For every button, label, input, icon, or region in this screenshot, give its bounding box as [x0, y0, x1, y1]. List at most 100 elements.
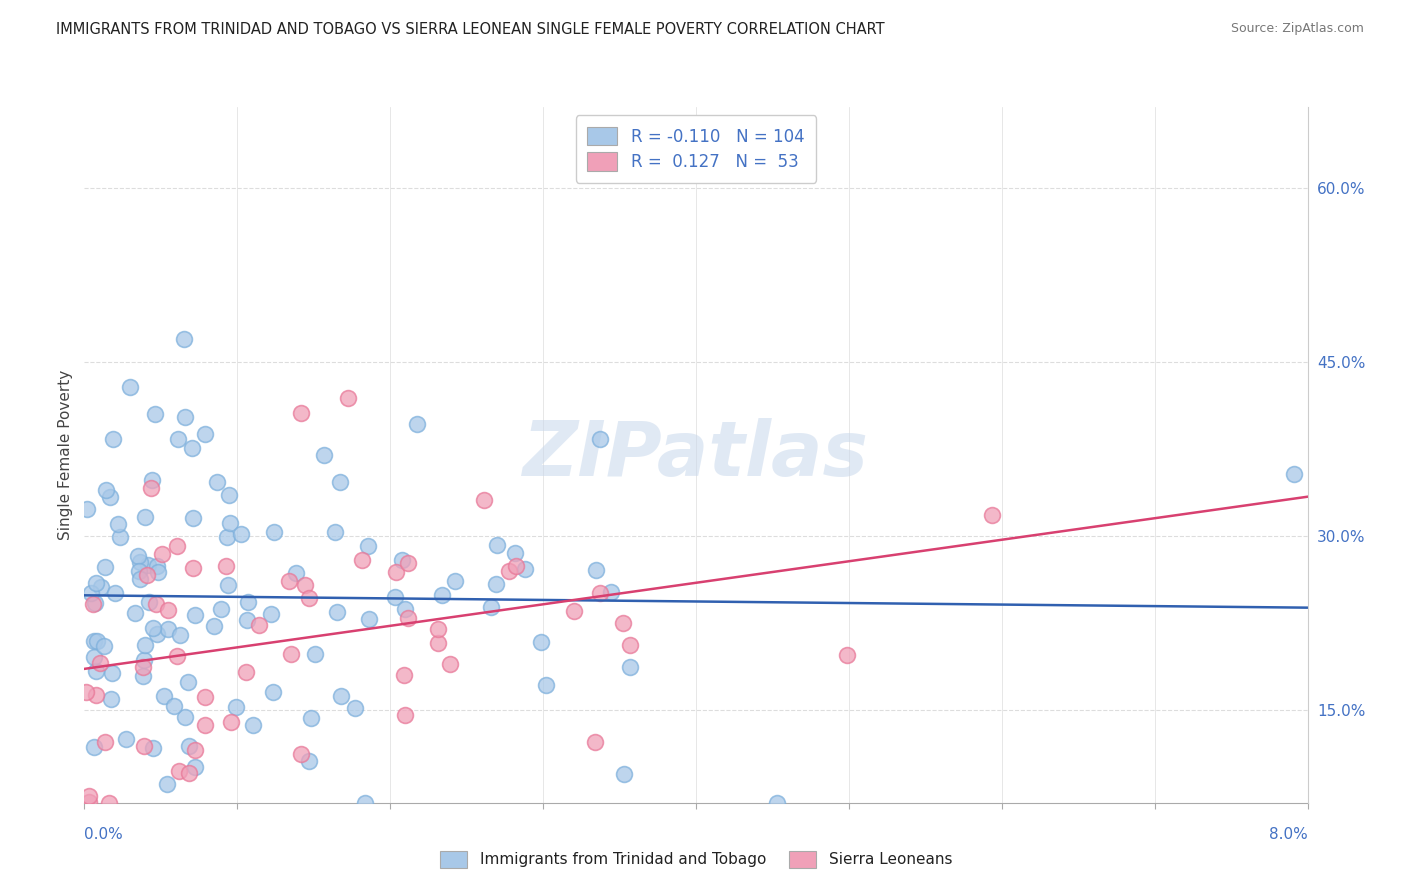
Point [205, 475, 228, 489]
Point [84, 596, 107, 610]
Point [619, 660, 641, 674]
Point [479, 600, 502, 615]
Point [184, 760, 207, 774]
Point [394, 708, 416, 723]
Point [444, 574, 467, 589]
Point [194, 427, 217, 442]
Point [89, 656, 111, 670]
Point [396, 556, 419, 570]
Point [94, 735, 117, 749]
Point [298, 591, 321, 605]
Point [1284, 467, 1306, 482]
Point [766, 796, 789, 810]
Point [86, 634, 108, 648]
Point [280, 647, 302, 661]
Point [263, 524, 285, 539]
Point [330, 689, 353, 703]
Point [174, 409, 197, 424]
Point [156, 777, 179, 791]
Point [166, 539, 188, 553]
Point [299, 711, 322, 725]
Point [357, 612, 380, 626]
Point [127, 549, 149, 563]
Text: IMMIGRANTS FROM TRINIDAD AND TOBAGO VS SIERRA LEONEAN SINGLE FEMALE POVERTY CORR: IMMIGRANTS FROM TRINIDAD AND TOBAGO VS S… [56, 22, 884, 37]
Point [166, 648, 188, 663]
Point [530, 635, 553, 649]
Point [169, 764, 191, 778]
Point [77, 796, 100, 810]
Point [180, 441, 202, 455]
Point [75, 684, 97, 698]
Point [104, 586, 127, 600]
Point [583, 735, 606, 749]
Point [354, 796, 377, 810]
Point [177, 765, 200, 780]
Point [837, 648, 859, 662]
Point [298, 754, 321, 768]
Point [277, 574, 299, 589]
Point [132, 660, 155, 674]
Point [247, 618, 270, 632]
Point [356, 539, 378, 553]
Point [177, 675, 200, 690]
Y-axis label: Single Female Poverty: Single Female Poverty [58, 370, 73, 540]
Point [343, 701, 366, 715]
Point [215, 559, 238, 574]
Point [138, 595, 160, 609]
Point [134, 509, 156, 524]
Point [405, 417, 427, 431]
Point [981, 508, 1004, 522]
Point [600, 585, 623, 599]
Point [173, 332, 195, 346]
Point [76, 501, 98, 516]
Point [235, 665, 257, 679]
Point [181, 561, 204, 575]
Point [163, 698, 186, 713]
Point [83, 650, 105, 665]
Point [498, 564, 520, 578]
Point [194, 718, 217, 732]
Point [101, 432, 124, 446]
Point [262, 685, 284, 699]
Point [325, 606, 347, 620]
Point [128, 565, 150, 579]
Point [86, 665, 108, 679]
Point [218, 487, 240, 501]
Point [143, 407, 166, 421]
Point [513, 562, 536, 576]
Point [167, 432, 190, 446]
Point [426, 636, 449, 650]
Point [394, 668, 416, 682]
Point [193, 690, 215, 705]
Point [84, 688, 107, 702]
Point [472, 492, 495, 507]
Point [145, 598, 167, 612]
Point [290, 406, 312, 420]
Point [218, 516, 240, 531]
Point [83, 634, 105, 648]
Point [150, 547, 173, 561]
Point [124, 606, 146, 620]
Point [108, 530, 131, 544]
Point [439, 657, 461, 671]
Point [174, 710, 197, 724]
Point [336, 392, 359, 406]
Point [183, 743, 205, 757]
Point [100, 692, 122, 706]
Point [97, 796, 120, 810]
Point [134, 638, 156, 652]
Point [384, 590, 406, 604]
Point [135, 567, 157, 582]
Point [139, 481, 162, 495]
Point [236, 594, 259, 608]
Point [588, 586, 610, 600]
Point [84, 576, 107, 591]
Point [132, 739, 155, 753]
Point [80, 586, 103, 600]
Point [225, 699, 247, 714]
Point [107, 517, 129, 532]
Point [217, 530, 239, 544]
Point [114, 731, 136, 746]
Point [146, 627, 169, 641]
Point [93, 640, 115, 654]
